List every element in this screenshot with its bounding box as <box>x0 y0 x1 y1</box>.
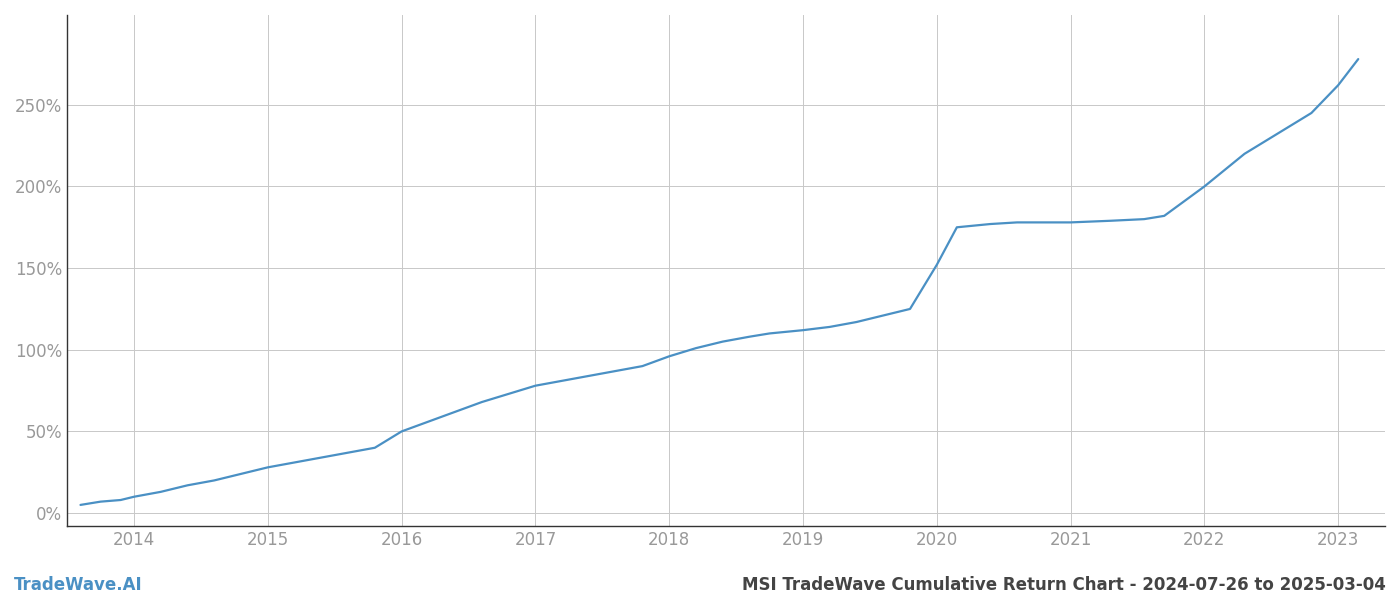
Text: TradeWave.AI: TradeWave.AI <box>14 576 143 594</box>
Text: MSI TradeWave Cumulative Return Chart - 2024-07-26 to 2025-03-04: MSI TradeWave Cumulative Return Chart - … <box>742 576 1386 594</box>
